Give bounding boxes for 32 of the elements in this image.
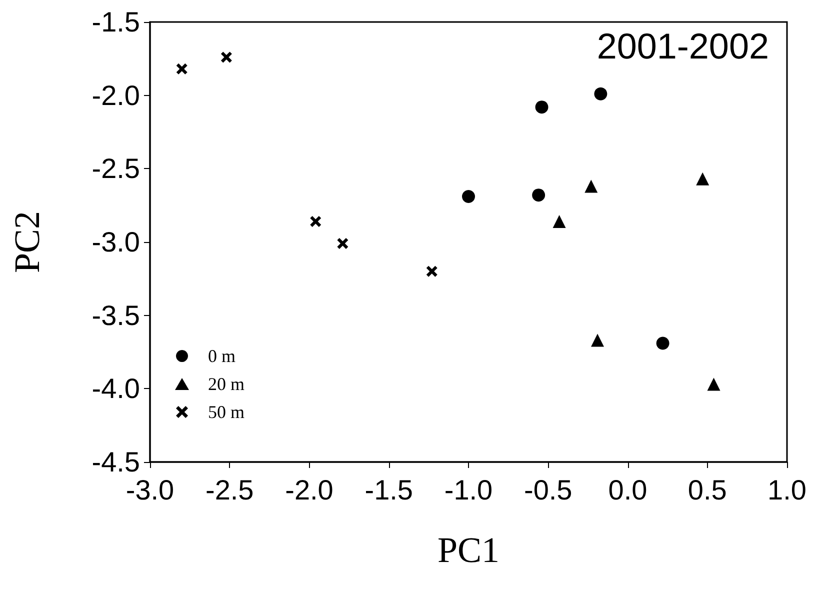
x-tick-label: -1.5 [364, 474, 413, 506]
legend-label: 50 m [208, 402, 245, 422]
point [462, 190, 475, 204]
x-tick-label: 0.0 [608, 474, 648, 506]
y-tick-label: -4.5 [92, 446, 140, 478]
point [707, 378, 720, 391]
y-tick-label: -3.0 [92, 226, 140, 258]
x-tick-label: 1.0 [768, 474, 806, 506]
x-tick-label: -2.5 [206, 474, 254, 506]
x-tick-label: -2.0 [285, 474, 334, 506]
y-tick-label: -4.0 [92, 373, 140, 404]
point [656, 336, 670, 350]
y-tick-label: -1.5 [92, 6, 140, 38]
annotation: 2001-2002 [596, 26, 770, 66]
point [594, 87, 608, 100]
legend-label: 0 m [208, 346, 236, 366]
point [552, 214, 566, 228]
x-tick-label: 0.5 [688, 474, 727, 506]
point [535, 100, 548, 114]
x-tick-label: -3.0 [126, 474, 174, 506]
point [584, 180, 598, 193]
y-tick-label: -3.5 [92, 300, 140, 331]
x-axis-title: PC1 [437, 530, 500, 570]
x-tick-label: -0.5 [524, 474, 572, 506]
x-tick-label: -1.0 [444, 474, 493, 506]
point [696, 172, 710, 186]
point [590, 334, 604, 347]
y-tick-label: -2.0 [92, 80, 140, 111]
point [532, 188, 546, 202]
y-tick-label: -2.5 [92, 153, 140, 184]
y-axis-title: PC2 [7, 210, 47, 274]
legend-label: 20 m [208, 374, 245, 394]
